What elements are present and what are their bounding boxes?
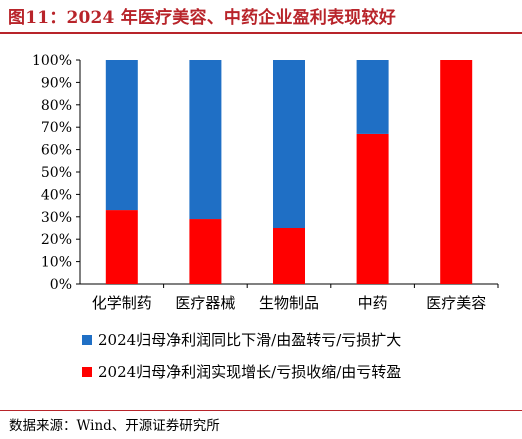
y-tick-label: 40% [41,187,72,203]
bar-growth-3 [356,133,389,284]
bar-growth-2 [273,228,305,284]
y-tick-label: 50% [41,165,72,181]
x-tick-label: 医疗器械 [175,294,235,312]
x-tick-label: 医疗美容 [426,294,486,312]
bar-decline-2 [273,60,305,228]
y-tick-label: 70% [41,120,72,136]
source-rule [0,410,522,411]
y-tick-label: 0% [50,277,72,293]
y-tick-label: 80% [41,98,72,114]
bar-growth-1 [189,219,222,284]
figure-title: 图11：2024 年医疗美容、中药企业盈利表现较好 [8,8,396,28]
title-rule [0,32,522,34]
legend-label-0: 2024归母净利润同比下滑/由盈转亏/亏损扩大 [98,331,401,349]
bar-decline-3 [356,60,389,134]
x-tick-label: 化学制药 [92,294,152,312]
y-tick-label: 90% [41,75,72,91]
y-tick-label: 10% [41,255,72,271]
x-tick-label: 中药 [358,294,388,312]
legend-swatch-0 [82,335,92,345]
stacked-bar-chart: 0% 10% 20% 30% 40% 50% 60% 70% 80% 90% 100% 化学制药 医疗器… [32,53,499,381]
legend-label-1: 2024归母净利润实现增长/亏损收缩/由亏转盈 [98,363,401,381]
y-tick-label: 30% [41,210,72,226]
y-tick-label: 60% [41,143,72,159]
legend-swatch-1 [82,367,92,377]
bar-decline-0 [105,60,138,211]
y-tick-label: 100% [32,53,72,69]
y-tick-label: 20% [41,232,72,248]
x-tick-label: 生物制品 [259,294,319,312]
bar-growth-0 [105,210,138,284]
bar-decline-1 [189,60,222,220]
source-note: 数据来源：Wind、开源证券研究所 [9,418,220,434]
bar-growth-4 [440,60,473,284]
